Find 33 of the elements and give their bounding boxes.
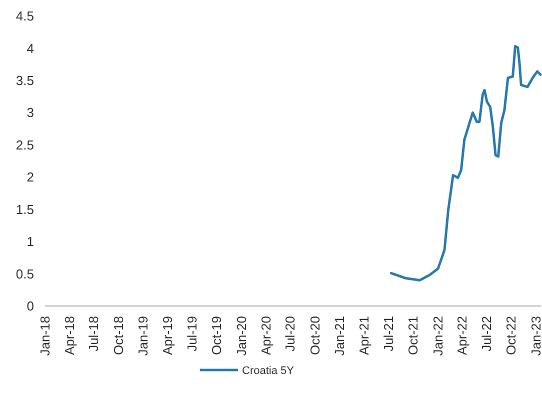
x-tick-label: Jul-20 bbox=[282, 316, 298, 352]
y-tick-label: 2 bbox=[26, 170, 34, 185]
x-tick-label: Jul-21 bbox=[380, 316, 396, 352]
x-tick-label: Jan-19 bbox=[136, 316, 151, 356]
y-tick-label: 0 bbox=[26, 298, 34, 314]
y-tick-label: 1.5 bbox=[16, 202, 34, 217]
y-tick-label: 4 bbox=[26, 40, 34, 56]
x-tick-label: Jan-20 bbox=[234, 316, 249, 356]
x-tick-label: Oct-21 bbox=[406, 316, 421, 356]
line-series bbox=[390, 45, 542, 282]
y-tick-label: 3 bbox=[26, 105, 34, 120]
x-tick-label: Jan-23 bbox=[528, 316, 542, 356]
x-tick-label: Oct-22 bbox=[504, 316, 519, 356]
x-tick-label: Oct-20 bbox=[307, 316, 322, 356]
x-tick-label: Jul-18 bbox=[86, 316, 102, 352]
x-tick-label: Apr-19 bbox=[160, 316, 175, 356]
x-tick-label: Jul-22 bbox=[478, 316, 494, 352]
y-tick-label: 0.5 bbox=[16, 266, 34, 282]
legend-label: Croatia 5Y bbox=[242, 364, 295, 377]
y-tick-label: 3.5 bbox=[16, 72, 34, 88]
y-tick-label: 4.5 bbox=[16, 8, 34, 24]
x-tick-label: Jan-22 bbox=[430, 316, 446, 356]
x-tick-label: Apr-21 bbox=[356, 316, 372, 356]
x-tick-label: Jul-19 bbox=[184, 316, 200, 352]
x-tick-label: Oct-19 bbox=[209, 316, 224, 356]
x-tick-label: Apr-22 bbox=[454, 316, 470, 356]
y-tick-label: 2.5 bbox=[16, 137, 34, 152]
y-tick-label: 1 bbox=[26, 234, 34, 250]
x-tick-label: Apr-20 bbox=[258, 316, 274, 356]
x-tick-label: Oct-18 bbox=[110, 316, 126, 356]
x-tick-label: Jan-21 bbox=[332, 316, 348, 356]
x-tick-label: Apr-18 bbox=[62, 316, 77, 356]
x-tick-label: Jan-18 bbox=[38, 316, 53, 356]
